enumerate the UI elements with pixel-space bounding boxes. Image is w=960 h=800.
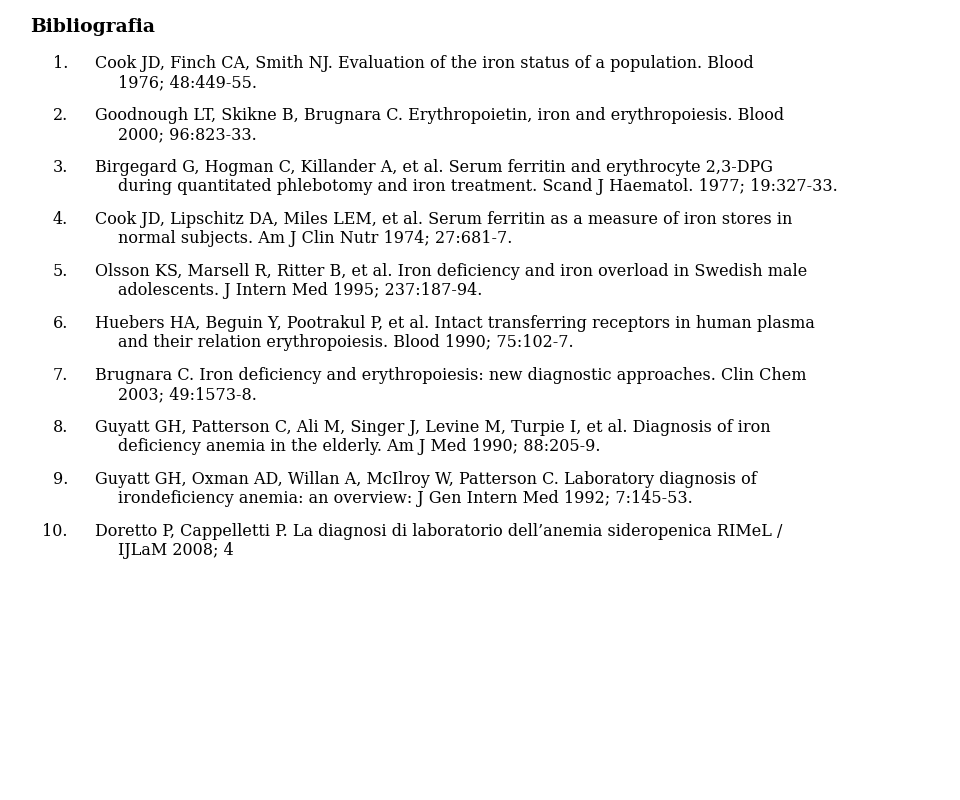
Text: 10.: 10.	[42, 523, 68, 540]
Text: Goodnough LT, Skikne B, Brugnara C. Erythropoietin, iron and erythropoiesis. Blo: Goodnough LT, Skikne B, Brugnara C. Eryt…	[95, 107, 784, 124]
Text: Guyatt GH, Patterson C, Ali M, Singer J, Levine M, Turpie I, et al. Diagnosis of: Guyatt GH, Patterson C, Ali M, Singer J,…	[95, 419, 771, 436]
Text: IJLaM 2008; 4: IJLaM 2008; 4	[118, 542, 233, 559]
Text: 2.: 2.	[53, 107, 68, 124]
Text: Birgegard G, Hogman C, Killander A, et al. Serum ferritin and erythrocyte 2,3-DP: Birgegard G, Hogman C, Killander A, et a…	[95, 159, 773, 176]
Text: 3.: 3.	[53, 159, 68, 176]
Text: Olsson KS, Marsell R, Ritter B, et al. Iron deficiency and iron overload in Swed: Olsson KS, Marsell R, Ritter B, et al. I…	[95, 263, 807, 280]
Text: during quantitated phlebotomy and iron treatment. Scand J Haematol. 1977; 19:327: during quantitated phlebotomy and iron t…	[118, 178, 838, 195]
Text: Cook JD, Finch CA, Smith NJ. Evaluation of the iron status of a population. Bloo: Cook JD, Finch CA, Smith NJ. Evaluation …	[95, 55, 754, 72]
Text: deficiency anemia in the elderly. Am J Med 1990; 88:205-9.: deficiency anemia in the elderly. Am J M…	[118, 438, 601, 455]
Text: Brugnara C. Iron deficiency and erythropoiesis: new diagnostic approaches. Clin : Brugnara C. Iron deficiency and erythrop…	[95, 367, 806, 384]
Text: adolescents. J Intern Med 1995; 237:187-94.: adolescents. J Intern Med 1995; 237:187-…	[118, 282, 482, 299]
Text: 1976; 48:449-55.: 1976; 48:449-55.	[118, 74, 257, 91]
Text: Bibliografia: Bibliografia	[30, 18, 155, 36]
Text: 6.: 6.	[53, 315, 68, 332]
Text: 2000; 96:823-33.: 2000; 96:823-33.	[118, 126, 256, 143]
Text: 9.: 9.	[53, 471, 68, 488]
Text: 2003; 49:1573-8.: 2003; 49:1573-8.	[118, 386, 257, 403]
Text: Doretto P, Cappelletti P. La diagnosi di laboratorio dell’anemia sideropenica RI: Doretto P, Cappelletti P. La diagnosi di…	[95, 523, 782, 540]
Text: Huebers HA, Beguin Y, Pootrakul P, et al. Intact transferring receptors in human: Huebers HA, Beguin Y, Pootrakul P, et al…	[95, 315, 815, 332]
Text: 1.: 1.	[53, 55, 68, 72]
Text: normal subjects. Am J Clin Nutr 1974; 27:681-7.: normal subjects. Am J Clin Nutr 1974; 27…	[118, 230, 513, 247]
Text: irondeficiency anemia: an overview: J Gen Intern Med 1992; 7:145-53.: irondeficiency anemia: an overview: J Ge…	[118, 490, 693, 507]
Text: Guyatt GH, Oxman AD, Willan A, McIlroy W, Patterson C. Laboratory diagnosis of: Guyatt GH, Oxman AD, Willan A, McIlroy W…	[95, 471, 756, 488]
Text: Cook JD, Lipschitz DA, Miles LEM, et al. Serum ferritin as a measure of iron sto: Cook JD, Lipschitz DA, Miles LEM, et al.…	[95, 211, 792, 228]
Text: and their relation erythropoiesis. Blood 1990; 75:102-7.: and their relation erythropoiesis. Blood…	[118, 334, 574, 351]
Text: 7.: 7.	[53, 367, 68, 384]
Text: 4.: 4.	[53, 211, 68, 228]
Text: 8.: 8.	[53, 419, 68, 436]
Text: 5.: 5.	[53, 263, 68, 280]
